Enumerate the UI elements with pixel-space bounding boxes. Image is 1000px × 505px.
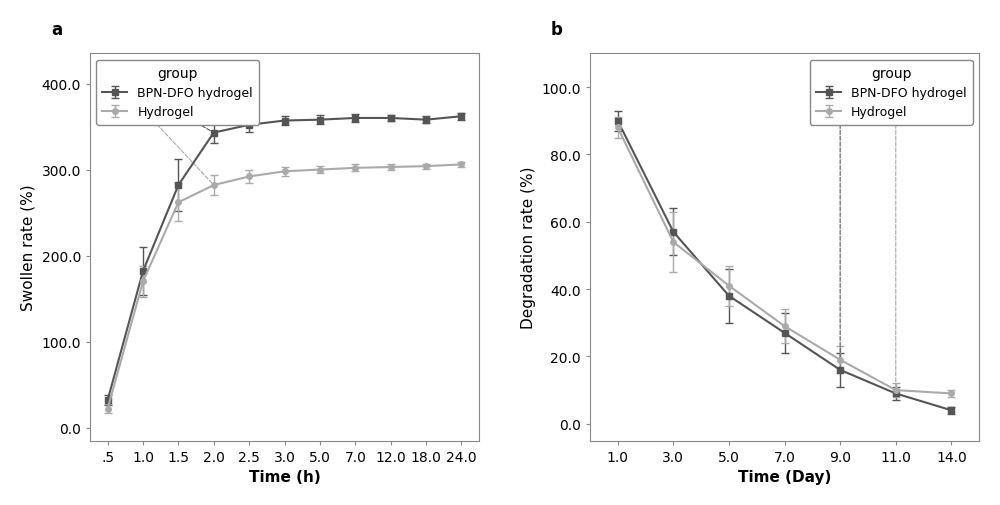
Legend: BPN-DFO hydrogel, Hydrogel: BPN-DFO hydrogel, Hydrogel	[810, 61, 973, 125]
X-axis label: Time (Day): Time (Day)	[738, 469, 831, 484]
Y-axis label: Swollen rate (%): Swollen rate (%)	[21, 184, 36, 311]
Y-axis label: Degradation rate (%): Degradation rate (%)	[521, 167, 536, 329]
Text: b: b	[551, 21, 563, 39]
Text: a: a	[51, 21, 62, 39]
Legend: BPN-DFO hydrogel, Hydrogel: BPN-DFO hydrogel, Hydrogel	[96, 61, 259, 125]
X-axis label: Time (h): Time (h)	[249, 469, 320, 484]
